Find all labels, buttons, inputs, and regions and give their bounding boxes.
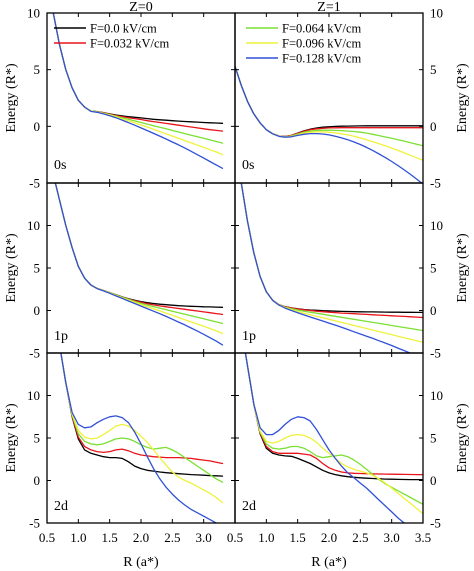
panel-z1-1p <box>240 183 423 353</box>
series-line <box>60 353 224 504</box>
y-tick-label: -5 <box>29 516 40 531</box>
y-tick-label: 10 <box>430 218 443 233</box>
panel-z1-2d <box>244 353 423 523</box>
y-tick-label: 0 <box>430 473 437 488</box>
legend-entry: F=0.064 kV/cm <box>282 22 362 36</box>
x-tick-label: 3.0 <box>196 530 212 545</box>
series-line <box>60 353 224 477</box>
x-tick-label: 1.0 <box>258 530 274 545</box>
series-line <box>60 353 224 465</box>
column-title-z0: Z=0 <box>129 0 152 15</box>
x-tick-label: 3.0 <box>384 530 400 545</box>
series-line <box>240 183 423 332</box>
series-line <box>54 183 224 335</box>
y-tick-label: 5 <box>430 261 437 276</box>
y-axis-label-right-0s: Energy (R*) <box>455 63 470 133</box>
y-tick-label: 0 <box>34 303 41 318</box>
legend-entry: F=0.032 kV/cm <box>90 37 170 51</box>
series-line <box>244 353 423 515</box>
series-line <box>54 183 224 316</box>
x-tick-label: 1.5 <box>102 530 118 545</box>
y-tick-label: 10 <box>27 218 40 233</box>
series-line <box>240 183 423 314</box>
panel-z0-1p <box>54 183 224 346</box>
y-tick-label: -5 <box>430 516 441 531</box>
x-tick-label: 2.0 <box>321 530 337 545</box>
series-line <box>235 65 423 183</box>
row-label-z1-2d: 2d <box>242 499 256 514</box>
panel-z1-0s <box>235 65 423 183</box>
series-line <box>235 65 423 147</box>
y-tick-label: 10 <box>27 388 40 403</box>
x-tick-label: 1.5 <box>290 530 306 545</box>
x-tick-label: 0.5 <box>227 530 243 545</box>
series-line <box>244 353 406 523</box>
y-tick-label: -5 <box>430 176 441 191</box>
y-tick-label: 5 <box>34 62 41 77</box>
series-line <box>52 13 224 132</box>
y-axis-label-left-2d: Energy (R*) <box>4 403 19 473</box>
panel-frame-z0-2d <box>46 352 236 524</box>
axis-ticks: -5 -5 0 0 5 5 10 10 -5 -5 0 0 5 5 10 10 -5 -5 0 0 5 5 10 10 0.5 1… <box>27 6 443 546</box>
legend-entry: F=0.096 kV/cm <box>282 37 362 51</box>
row-label-z1-1p: 1p <box>242 329 256 344</box>
series-line <box>235 65 423 161</box>
series-line <box>244 353 423 476</box>
x-tick-label: 2.5 <box>164 530 180 545</box>
y-axis-label-right-1p: Energy (R*) <box>455 233 470 303</box>
series-line <box>60 353 224 483</box>
y-tick-label: 10 <box>430 6 443 21</box>
y-tick-label: 0 <box>34 473 41 488</box>
legends: F=0.0 kV/cmF=0.032 kV/cmF=0.064 kV/cmF=0… <box>54 22 362 66</box>
series-line <box>52 13 224 169</box>
y-tick-label: -5 <box>29 346 40 361</box>
panel-z0-0s <box>52 13 224 169</box>
y-axis-label-left-0s: Energy (R*) <box>4 63 19 133</box>
x-axis-label-z0: R (a*) <box>123 555 159 570</box>
column-title-z1: Z=1 <box>317 0 340 15</box>
row-label-z0-1p: 1p <box>54 329 68 344</box>
row-label-z0-0s: 0s <box>54 158 66 173</box>
panel-z0-2d <box>60 353 224 523</box>
y-tick-label: 0 <box>430 303 437 318</box>
y-axis-label-right-2d: Energy (R*) <box>455 403 470 473</box>
y-tick-label: 5 <box>430 431 437 446</box>
x-tick-label: 2.0 <box>133 530 149 545</box>
y-tick-label: -5 <box>29 176 40 191</box>
y-tick-label: 10 <box>430 388 443 403</box>
y-tick-label: 0 <box>430 119 437 134</box>
y-tick-label: 5 <box>34 261 41 276</box>
y-axis-label-left-1p: Energy (R*) <box>4 233 19 303</box>
series-line <box>52 13 224 124</box>
y-tick-label: 10 <box>27 6 40 21</box>
row-label-z0-2d: 2d <box>54 499 68 514</box>
panel-frame-z1-1p <box>234 182 424 354</box>
y-tick-label: 5 <box>430 62 437 77</box>
x-axis-label-z1: R (a*) <box>311 555 347 570</box>
legend-entry: F=0.0 kV/cm <box>90 22 157 36</box>
series-line <box>60 353 218 523</box>
row-label-z1-0s: 0s <box>242 158 254 173</box>
x-tick-label: 2.5 <box>352 530 368 545</box>
x-tick-label: 0.5 <box>39 530 55 545</box>
legend-entry: F=0.128 kV/cm <box>282 52 362 66</box>
y-tick-label: 5 <box>34 431 41 446</box>
series-line <box>244 353 423 481</box>
series-line <box>54 183 224 346</box>
series-line <box>54 183 224 308</box>
series-line <box>240 183 412 353</box>
x-tick-label: 3.5 <box>415 530 431 545</box>
y-tick-label: 0 <box>34 119 41 134</box>
series-line <box>54 183 224 325</box>
y-tick-label: -5 <box>430 346 441 361</box>
series-line <box>240 183 423 319</box>
x-tick-label: 1.0 <box>70 530 86 545</box>
